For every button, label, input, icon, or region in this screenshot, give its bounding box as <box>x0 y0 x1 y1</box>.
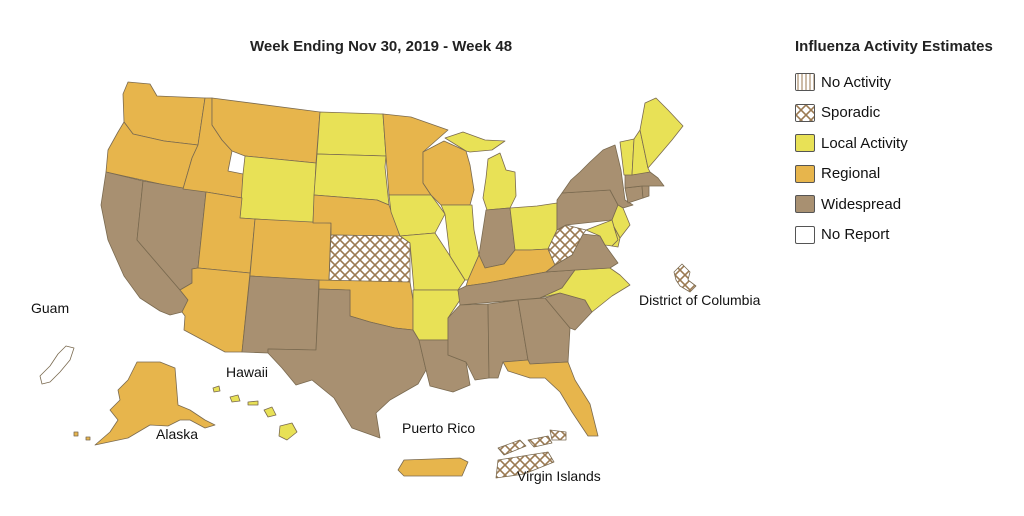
state-rhode-island[interactable] <box>641 185 650 199</box>
state-colorado[interactable] <box>249 218 332 282</box>
state-wyoming[interactable] <box>239 155 317 224</box>
state-new-hampshire[interactable] <box>631 129 651 176</box>
state-dc-inset[interactable] <box>673 263 697 293</box>
state-alaska-island-2[interactable] <box>85 436 91 441</box>
state-missouri[interactable] <box>399 232 466 291</box>
legend: Influenza Activity Estimates No Activity… <box>795 38 993 255</box>
legend-label: No Activity <box>821 73 892 91</box>
state-florida[interactable] <box>502 359 599 437</box>
legend-label: Sporadic <box>821 104 881 122</box>
state-michigan[interactable] <box>482 152 517 211</box>
state-virgin-islands-1[interactable] <box>497 439 527 456</box>
state-connecticut[interactable] <box>624 185 644 204</box>
legend-item-local: Local Activity <box>795 132 993 154</box>
dc-label: District of Columbia <box>639 292 761 308</box>
alaska-label: Alaska <box>156 426 199 442</box>
state-alaska[interactable] <box>94 361 216 446</box>
puerto-rico-label: Puerto Rico <box>402 420 476 436</box>
no-activity-swatch <box>795 73 815 91</box>
legend-label: Local Activity <box>821 134 908 152</box>
map-title: Week Ending Nov 30, 2019 - Week 48 <box>250 38 513 55</box>
state-virgin-islands-2[interactable] <box>527 435 553 448</box>
legend-item-sporadic: Sporadic <box>795 102 993 124</box>
state-virgin-islands-4[interactable] <box>495 451 555 479</box>
state-hawaii-oahu[interactable] <box>229 394 241 403</box>
state-ohio[interactable] <box>509 202 558 251</box>
state-maine[interactable] <box>639 97 684 169</box>
legend-label: No Report <box>821 226 890 244</box>
legend-label: Regional <box>821 165 881 183</box>
state-hawaii-maui[interactable] <box>263 406 277 418</box>
state-delaware[interactable] <box>611 226 621 248</box>
state-new-mexico[interactable] <box>241 275 320 354</box>
state-guam[interactable] <box>39 345 75 385</box>
state-massachusetts[interactable] <box>624 171 665 189</box>
widespread-swatch <box>795 195 815 214</box>
state-michigan-upper[interactable] <box>444 131 506 153</box>
state-hawaii-big[interactable] <box>278 422 298 441</box>
state-puerto-rico[interactable] <box>397 457 469 477</box>
legend-label: Widespread <box>821 195 902 213</box>
state-hawaii-molokai[interactable] <box>247 400 259 406</box>
state-virgin-islands-3[interactable] <box>549 429 567 441</box>
state-hawaii-kauai[interactable] <box>212 385 221 393</box>
no-report-swatch <box>795 225 815 244</box>
state-alaska-island-1[interactable] <box>73 431 79 437</box>
state-texas[interactable] <box>267 288 427 439</box>
legend-title: Influenza Activity Estimates <box>795 38 993 55</box>
guam-label: Guam <box>31 300 70 316</box>
legend-item-no-activity: No Activity <box>795 71 993 93</box>
state-wisconsin[interactable] <box>422 140 475 206</box>
virgin-islands-label: Virgin Islands <box>517 468 601 484</box>
sporadic-swatch <box>795 103 815 122</box>
state-kansas[interactable] <box>328 234 411 283</box>
regional-swatch <box>795 164 815 183</box>
legend-item-regional: Regional <box>795 163 993 185</box>
hawaii-label: Hawaii <box>226 364 269 380</box>
legend-item-widespread: Widespread <box>795 193 993 215</box>
state-north-carolina[interactable] <box>539 267 631 313</box>
local-swatch <box>795 134 815 153</box>
legend-item-no-report: No Report <box>795 224 993 246</box>
state-north-dakota[interactable] <box>316 111 387 157</box>
